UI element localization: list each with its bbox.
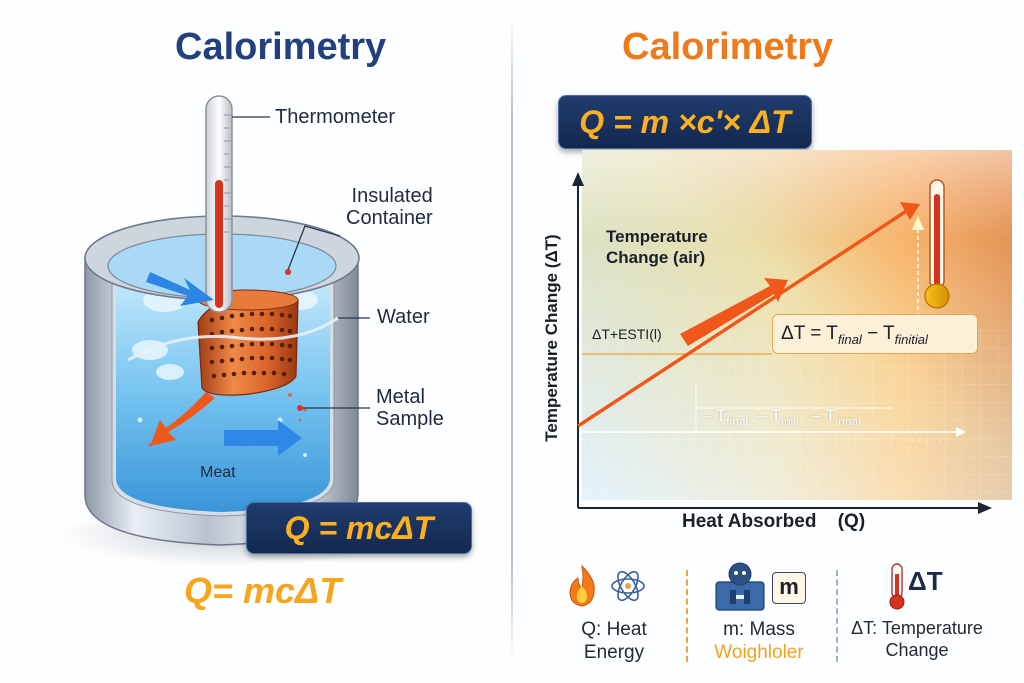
thermometer xyxy=(205,95,233,313)
delta-indicator-arrowhead xyxy=(912,216,924,230)
heat-flow-arrows xyxy=(146,272,302,456)
legend-mass-tag: m xyxy=(772,572,806,604)
heat-label: Meat xyxy=(200,464,236,481)
inner-label-line1: Temperature xyxy=(606,227,708,246)
insulated-label-line1: Insulated xyxy=(351,185,433,207)
delta-t-equation-box: ΔT = Tfinal − Tfinitial xyxy=(772,314,978,354)
big-heat-arrow xyxy=(680,278,788,346)
legend-divider-1 xyxy=(686,570,688,662)
baseline-label-2-sub: inili xyxy=(781,414,799,429)
right-title: Calorimetry xyxy=(622,26,834,68)
flame-icon xyxy=(569,564,595,607)
legend-temp-tag: ΔT xyxy=(908,566,943,596)
stirrer-wire xyxy=(127,316,339,362)
right-formula-box: Q = m ×c'× ΔT xyxy=(558,95,812,149)
chart-xlabel: Heat Absorbed (Q) xyxy=(682,511,865,533)
legend-mass-line2: Woighloler xyxy=(714,642,804,664)
chart-inner-label: Temperature Change (air) xyxy=(606,226,708,269)
water-label: Water xyxy=(377,306,430,328)
delta-eq-sub1: final xyxy=(837,331,862,347)
baseline-label-1: – Tfinal xyxy=(702,406,749,429)
thermometer-icon xyxy=(889,563,905,610)
x-axis-arrowhead xyxy=(978,502,992,514)
y-axis-arrowhead xyxy=(572,172,584,186)
legend-heat-line1: Q: Heat xyxy=(581,619,647,640)
delta-eq-mid: − T xyxy=(861,323,895,344)
left-formula-box: Q = mcΔT xyxy=(246,502,472,554)
baseline-label-2-lead: – T xyxy=(757,406,782,425)
baseline-labels: – Tfinal – Tinili – Tinnal xyxy=(702,406,861,428)
chart-thermometer-icon xyxy=(924,179,950,309)
left-formula-plain: Q= mcΔT xyxy=(184,570,342,611)
legend-mass-line1: m: Mass xyxy=(723,619,795,640)
left-marker-label: ΔT+ESTI(l) xyxy=(592,326,662,342)
metal-sample-label: Metal Sample xyxy=(376,386,444,431)
atom-icon xyxy=(611,570,645,602)
legend-temp-icon xyxy=(889,563,905,610)
baseline-label-3-lead: T xyxy=(825,406,836,425)
legend-temp-line2: Change xyxy=(885,639,949,660)
legend-heat-line2: Energy xyxy=(583,642,645,664)
trend-arrowhead xyxy=(900,202,920,220)
baseline-label-2: – Tinili xyxy=(757,406,799,429)
legend-temp-line1: ΔT: Temperature xyxy=(851,618,983,638)
delta-eq-lead: ΔT = T xyxy=(781,323,838,344)
insulated-label-line2: Container xyxy=(346,207,433,230)
panel-divider xyxy=(511,14,513,664)
insulated-container-label: Insulated Container xyxy=(346,185,433,230)
legend-mass-text: m: Mass Woighloler xyxy=(694,618,824,664)
leader-lines xyxy=(232,116,370,409)
legend-temp-text: ΔT: Temperature Change xyxy=(842,618,992,662)
heat-particles xyxy=(148,393,307,447)
chart-xlabel-text: Heat Absorbed xyxy=(682,511,817,532)
baseline-label-3: – Tinnal xyxy=(811,406,861,429)
legend-mass-icon xyxy=(715,562,765,611)
chart-ylabel: Temperature Change (ΔT) xyxy=(542,234,561,442)
calorimeter-illustration xyxy=(60,95,410,567)
left-title: Calorimetry xyxy=(175,26,387,68)
trend-line xyxy=(577,208,909,428)
legend-divider-2 xyxy=(836,570,838,662)
baseline-label-1-lead: T xyxy=(715,406,727,425)
chart-xlabel-symbol: (Q) xyxy=(837,511,866,532)
metal-label-line1: Metal xyxy=(376,386,425,408)
baseline-arrowhead xyxy=(956,427,966,437)
inner-label-line2: Change (air) xyxy=(606,248,706,268)
metal-label-line2: Sample xyxy=(376,408,444,431)
delta-eq-sub2: finitial xyxy=(894,331,928,347)
thermometer-label: Thermometer xyxy=(275,106,396,128)
legend-heat-icons xyxy=(569,564,645,607)
chart-grid xyxy=(582,330,1012,500)
legend-heat-text: Q: Heat Energy xyxy=(566,618,662,664)
baseline-label-3-sub: innal xyxy=(835,414,861,429)
baseline-label-1-sub: final xyxy=(726,414,749,429)
scale-icon xyxy=(715,562,765,611)
